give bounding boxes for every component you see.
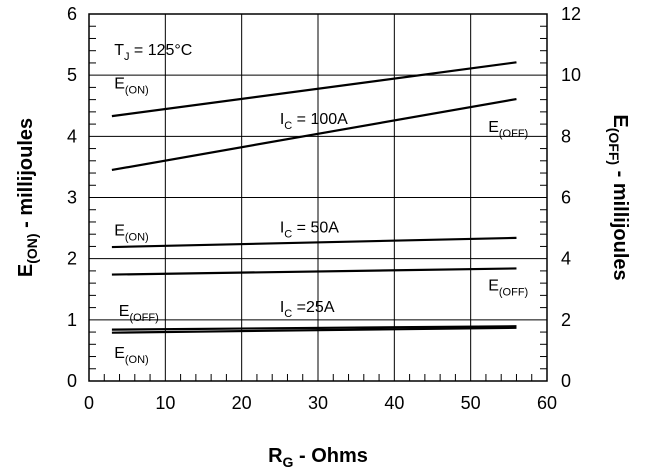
series-line-2 <box>111 97 517 172</box>
series-line-5 <box>111 326 517 334</box>
grid <box>89 14 547 381</box>
annotation-label: IC =25A <box>280 299 335 320</box>
annotation-label: IC = 100A <box>280 111 348 132</box>
y-left-tick-label: 5 <box>67 65 77 85</box>
y-right-tick-label: 0 <box>561 371 571 391</box>
annotation-label: TJ = 125°C <box>114 42 192 63</box>
x-tick-label: 30 <box>308 393 328 413</box>
y-right-tick-label: 10 <box>561 65 581 85</box>
y-right-tick-label: 4 <box>561 249 571 269</box>
series-line-4 <box>111 267 517 276</box>
y-right-tick-label: 12 <box>561 4 581 24</box>
series-line-6 <box>111 325 517 331</box>
x-tick-label: 60 <box>537 393 557 413</box>
y-right-tick-label: 2 <box>561 310 571 330</box>
annotation-label: E(ON) <box>114 76 149 97</box>
y-right-tick-label: 6 <box>561 188 571 208</box>
annotation-label: IC = 50A <box>280 219 339 240</box>
y-right-tick-label: 8 <box>561 126 571 146</box>
series-line-3 <box>111 236 517 249</box>
series-lines <box>111 61 517 334</box>
x-tick-label: 10 <box>155 393 175 413</box>
x-axis-title: RG - Ohms <box>268 445 368 470</box>
plot-frame <box>88 13 548 382</box>
annotation-label: E(OFF) <box>488 277 528 298</box>
annotation-label: E(ON) <box>114 222 149 243</box>
annotation-label: E(ON) <box>114 345 149 366</box>
y-left-tick-label: 1 <box>67 310 77 330</box>
y-axis-left-title: E(ON) - millijoules <box>15 118 40 277</box>
x-tick-label: 50 <box>461 393 481 413</box>
y-left-tick-label: 6 <box>67 4 77 24</box>
annotations: TJ = 125°C E(ON) IC = 100A E(OFF) E(ON) IC = … <box>114 42 528 366</box>
minor-ticks <box>89 25 547 381</box>
y-left-tick-label: 0 <box>67 371 77 391</box>
series-line-1 <box>111 61 517 118</box>
x-tick-label: 20 <box>232 393 252 413</box>
x-tick-label: 0 <box>84 393 94 413</box>
y-left-tick-label: 3 <box>67 188 77 208</box>
y-left-tick-label: 2 <box>67 249 77 269</box>
x-tick-label: 40 <box>384 393 404 413</box>
annotation-label: E(OFF) <box>488 119 528 140</box>
y-axis-right-title: E(OFF) - millijoules <box>606 114 631 280</box>
annotation-label: E(OFF) <box>119 303 159 324</box>
y-left-tick-label: 4 <box>67 126 77 146</box>
